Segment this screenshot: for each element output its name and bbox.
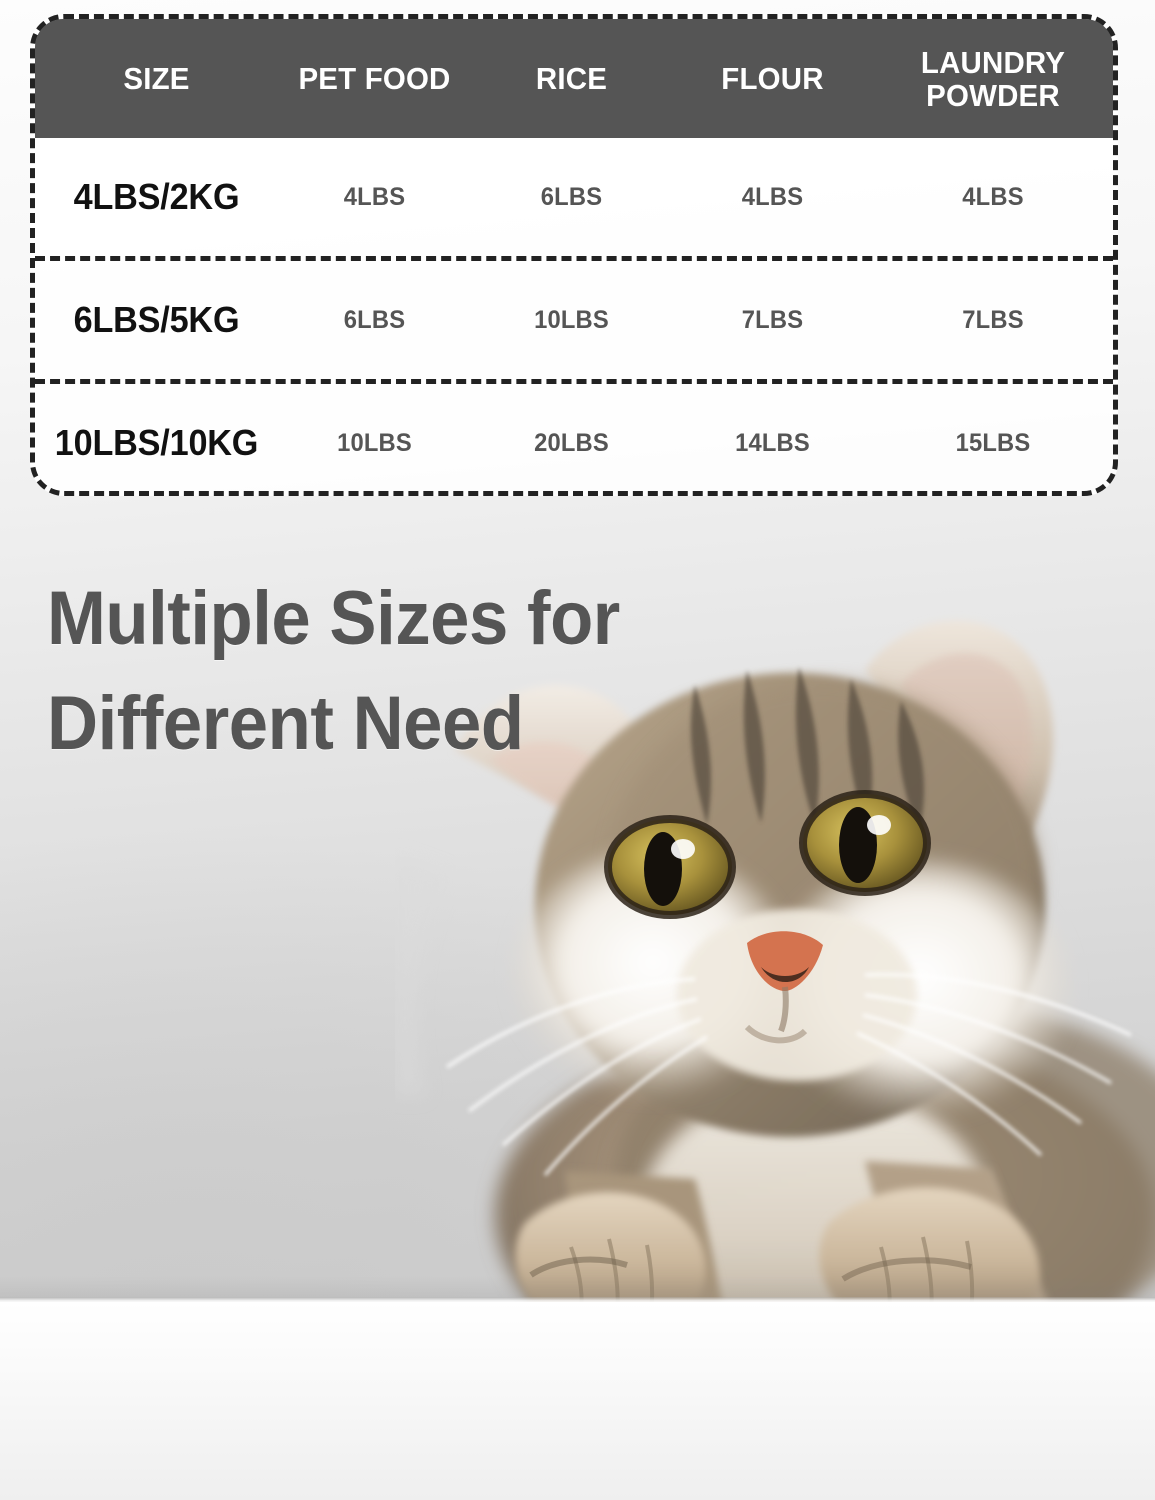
table-row: 10LBS/10KG 10LBS 20LBS 14LBS 15LBS [35, 384, 1113, 502]
table-ledge [0, 1302, 1155, 1500]
cell-pet-food: 6LBS [343, 305, 406, 334]
cell-size: 10LBS/10KG [54, 422, 259, 463]
headline-line-2: Different Need [47, 681, 524, 766]
cell-size: 6LBS/5KG [73, 299, 240, 340]
ledge-edge [0, 1297, 1155, 1304]
cell-rice: 10LBS [534, 305, 609, 334]
cell-rice: 20LBS [534, 428, 609, 457]
column-header-pet-food: PET FOOD [298, 61, 451, 96]
cell-size: 4LBS/2KG [73, 176, 240, 217]
table-row: 4LBS/2KG 4LBS 6LBS 4LBS 4LBS [35, 138, 1113, 261]
page-title: Multiple Sizes for Different Need [47, 566, 782, 776]
cell-laundry-powder: 4LBS [962, 182, 1024, 211]
headline-line-1: Multiple Sizes for [47, 576, 620, 661]
column-header-laundry-powder: LAUNDRY POWDER [920, 44, 1066, 113]
cell-rice: 6LBS [540, 182, 603, 211]
cat-photo [395, 575, 1155, 1335]
column-header-size: SIZE [123, 61, 190, 96]
size-spec-table: SIZE PET FOOD RICE FLOUR LAUNDRY POWDER … [30, 14, 1118, 496]
table-header-row: SIZE PET FOOD RICE FLOUR LAUNDRY POWDER [35, 19, 1113, 138]
table-body: 4LBS/2KG 4LBS 6LBS 4LBS 4LBS 6LBS/5KG 6L… [35, 138, 1113, 492]
table-row: 6LBS/5KG 6LBS 10LBS 7LBS 7LBS [35, 261, 1113, 384]
cell-laundry-powder: 15LBS [955, 428, 1031, 457]
cell-flour: 4LBS [741, 182, 804, 211]
cell-pet-food: 4LBS [343, 182, 406, 211]
cell-flour: 7LBS [741, 305, 804, 334]
column-header-flour: FLOUR [721, 61, 824, 96]
column-header-rice: RICE [535, 61, 608, 96]
cell-pet-food: 10LBS [337, 428, 412, 457]
cell-laundry-powder: 7LBS [962, 305, 1024, 334]
cell-flour: 14LBS [735, 428, 810, 457]
